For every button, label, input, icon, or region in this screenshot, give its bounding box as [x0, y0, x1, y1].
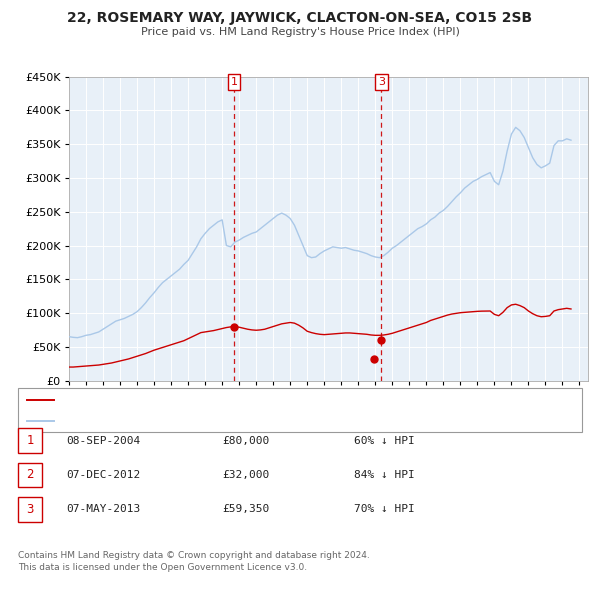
Text: 22, ROSEMARY WAY, JAYWICK, CLACTON-ON-SEA, CO15 2SB: 22, ROSEMARY WAY, JAYWICK, CLACTON-ON-SE… [67, 11, 533, 25]
Text: 3: 3 [26, 503, 34, 516]
Text: 60% ↓ HPI: 60% ↓ HPI [354, 436, 415, 445]
Text: £59,350: £59,350 [222, 504, 269, 514]
Text: 1: 1 [26, 434, 34, 447]
Text: 22, ROSEMARY WAY, JAYWICK, CLACTON-ON-SEA, CO15 2SB (detached house): 22, ROSEMARY WAY, JAYWICK, CLACTON-ON-SE… [61, 395, 468, 405]
Text: 70% ↓ HPI: 70% ↓ HPI [354, 504, 415, 514]
Text: 3: 3 [378, 77, 385, 87]
Text: 08-SEP-2004: 08-SEP-2004 [66, 436, 140, 445]
Text: 84% ↓ HPI: 84% ↓ HPI [354, 470, 415, 480]
Text: 1: 1 [230, 77, 238, 87]
Text: Contains HM Land Registry data © Crown copyright and database right 2024.
This d: Contains HM Land Registry data © Crown c… [18, 552, 370, 572]
Text: 07-MAY-2013: 07-MAY-2013 [66, 504, 140, 514]
Text: 07-DEC-2012: 07-DEC-2012 [66, 470, 140, 480]
Text: 2: 2 [26, 468, 34, 481]
Text: £32,000: £32,000 [222, 470, 269, 480]
Text: HPI: Average price, detached house, Tendring: HPI: Average price, detached house, Tend… [61, 416, 299, 426]
Text: Price paid vs. HM Land Registry's House Price Index (HPI): Price paid vs. HM Land Registry's House … [140, 28, 460, 37]
Text: £80,000: £80,000 [222, 436, 269, 445]
